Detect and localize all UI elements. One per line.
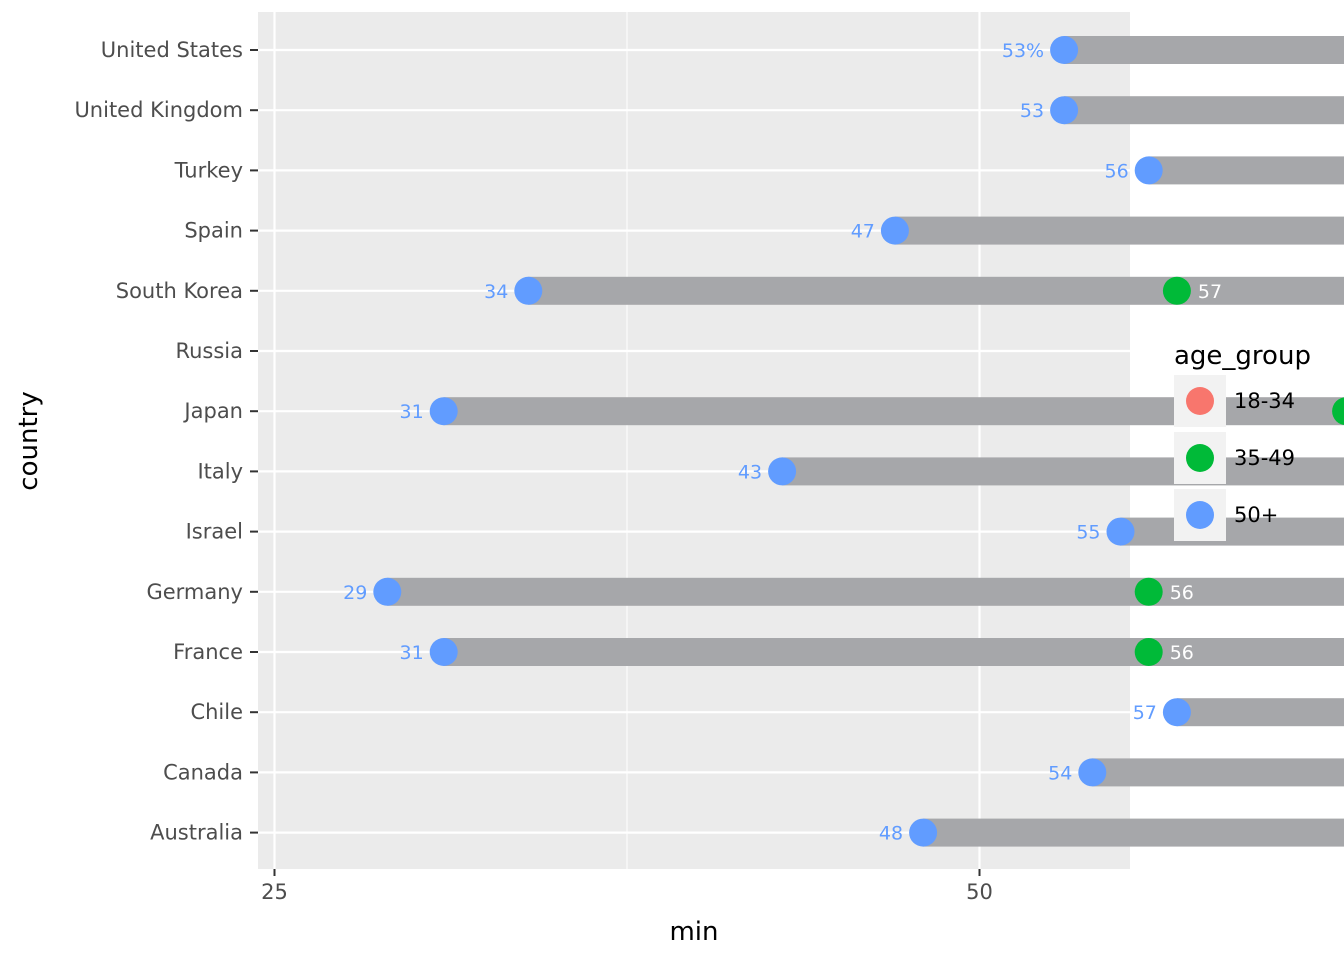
y-tick-label: France: [173, 640, 243, 664]
plot-panel: [258, 12, 1130, 869]
dumbbell-bar: [1064, 36, 1344, 64]
point-50plus: [373, 577, 402, 606]
dumbbell-bar: [1064, 96, 1344, 125]
point-50plus: [1162, 698, 1191, 727]
point-50plus: [1050, 96, 1079, 125]
dumbbell-bar: [1120, 517, 1344, 546]
label-35-49: 57: [1198, 281, 1222, 303]
y-axis-title: country: [14, 391, 44, 490]
label-50plus: 34: [484, 281, 508, 303]
legend-key-50+: [1186, 501, 1214, 529]
dumbbell-bar: [387, 577, 1344, 606]
y-tick-label: Chile: [190, 700, 243, 724]
point-35-49: [1332, 397, 1344, 426]
y-tick-label: Japan: [182, 399, 243, 423]
x-axis-title: min: [669, 917, 718, 947]
label-50plus: 47: [851, 221, 875, 243]
x-tick-label: 50: [966, 880, 993, 904]
dumbbell-bar: [1092, 758, 1344, 787]
point-50plus: [768, 457, 797, 486]
point-35-49: [1162, 276, 1191, 305]
label-50plus: 53: [1020, 100, 1044, 122]
y-tick-label: Canada: [163, 760, 243, 784]
data-labels: 53%74%89%5372865687944768873457757683953…: [343, 40, 1222, 845]
point-50plus: [429, 397, 458, 426]
dumbbell-bar: [894, 216, 1344, 245]
x-axis: 255075100: [261, 869, 993, 904]
y-tick-label: Russia: [175, 339, 243, 363]
y-tick-label: Australia: [150, 821, 243, 845]
legend-title: age_group: [1174, 341, 1311, 371]
label-35-49: 56: [1170, 582, 1194, 604]
point-35-49: [1134, 638, 1163, 666]
y-tick-label: Israel: [186, 520, 243, 544]
legend-label: 35-49: [1234, 446, 1295, 470]
dumbbell-bar: [782, 457, 1344, 486]
label-50plus: 31: [400, 401, 424, 423]
point-35-49: [1134, 577, 1163, 606]
label-50plus: 48: [879, 823, 903, 845]
y-tick-label: Spain: [184, 219, 243, 243]
data-points: [373, 36, 1344, 847]
point-50plus: [1078, 758, 1107, 787]
y-tick-label: United Kingdom: [74, 98, 243, 122]
label-35-49: 56: [1170, 642, 1194, 664]
dumbbell-bar: [528, 276, 1344, 305]
label-50plus: 57: [1133, 702, 1157, 724]
legend: age_group 18-34 35-49 50+: [1174, 341, 1311, 541]
label-50plus: 53%: [1002, 40, 1044, 62]
x-tick-label: 25: [261, 880, 288, 904]
label-50plus: 54: [1048, 762, 1072, 784]
point-50plus: [909, 818, 938, 847]
y-tick-label: United States: [101, 38, 243, 62]
label-50plus: 29: [343, 582, 367, 604]
point-50plus: [514, 276, 543, 305]
dumbbell-bars: [387, 36, 1344, 847]
label-50plus: 31: [400, 642, 424, 664]
y-tick-label: South Korea: [116, 279, 243, 303]
legend-key-18-34: [1186, 387, 1214, 415]
dumbbell-bar: [1148, 156, 1344, 185]
legend-label: 18-34: [1234, 389, 1295, 413]
label-50plus: 55: [1076, 522, 1100, 544]
point-50plus: [1134, 156, 1163, 185]
label-50plus: 43: [738, 461, 762, 483]
label-50plus: 56: [1105, 160, 1129, 182]
point-50plus: [1106, 517, 1135, 546]
legend-label: 50+: [1234, 503, 1278, 527]
y-tick-label: Italy: [197, 459, 243, 483]
dumbbell-bar: [1176, 698, 1344, 727]
y-tick-label: Turkey: [174, 158, 243, 182]
point-50plus: [880, 216, 909, 245]
y-axis: United States United Kingdom Turkey Spain So…: [74, 38, 258, 845]
dumbbell-bar: [443, 638, 1344, 666]
legend-key-35-49: [1186, 444, 1214, 472]
point-50plus: [1050, 36, 1079, 64]
dumbbell-bar: [923, 818, 1344, 847]
y-tick-label: Germany: [146, 580, 243, 604]
point-50plus: [429, 638, 458, 666]
